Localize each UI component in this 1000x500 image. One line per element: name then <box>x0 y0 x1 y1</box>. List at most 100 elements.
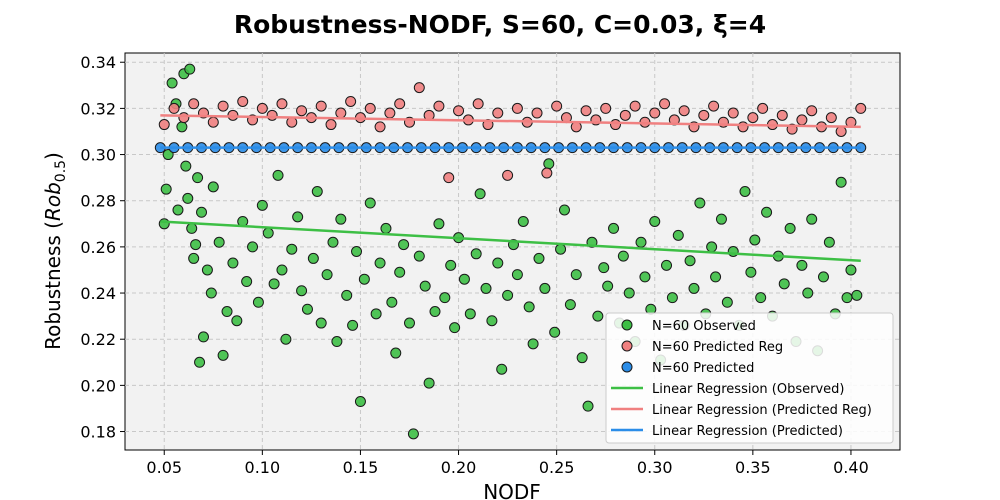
scatter-points <box>154 63 867 440</box>
data-point <box>194 356 206 368</box>
data-point <box>453 105 465 117</box>
data-point <box>413 82 425 94</box>
data-point <box>706 241 718 253</box>
data-point <box>207 181 219 193</box>
data-point <box>276 98 288 110</box>
data-point <box>761 206 773 218</box>
data-point <box>449 322 461 334</box>
data-point <box>217 349 229 361</box>
data-point <box>558 204 570 216</box>
regression-line <box>160 220 861 262</box>
data-point <box>715 213 727 225</box>
data-point <box>623 287 635 299</box>
data-point <box>629 100 641 112</box>
data-point <box>823 236 835 248</box>
regression-lines <box>160 114 861 262</box>
data-point <box>796 259 808 271</box>
data-point <box>708 100 720 112</box>
data-point <box>307 252 319 264</box>
data-point <box>160 183 172 195</box>
data-point <box>394 98 406 110</box>
data-point <box>502 289 514 301</box>
data-point <box>598 262 610 274</box>
data-point <box>580 105 592 117</box>
data-point <box>429 306 441 318</box>
regression-line <box>160 114 861 129</box>
data-point <box>390 347 402 359</box>
legend-label: Linear Regression (Observed) <box>652 382 844 397</box>
legend: N=60 Observed N=60 Predicted Reg N=60 Pred… <box>605 312 894 444</box>
y-tick-label: 0.26 <box>80 238 116 257</box>
data-point <box>555 243 567 255</box>
x-tick-label: 0.15 <box>343 458 379 477</box>
y-tick-label: 0.18 <box>80 423 116 442</box>
y-tick-label: 0.30 <box>80 146 116 165</box>
data-point <box>517 215 529 227</box>
legend-box <box>605 312 894 444</box>
data-point <box>778 278 790 290</box>
data-point <box>186 222 198 234</box>
data-point <box>374 121 386 133</box>
legend-label: N=60 Observed <box>652 319 756 334</box>
data-point <box>364 102 376 114</box>
data-point <box>784 222 796 234</box>
data-point <box>543 158 555 170</box>
data-point <box>217 100 229 112</box>
data-point <box>825 112 837 124</box>
x-tick-label: 0.20 <box>441 458 477 477</box>
data-point <box>694 197 706 209</box>
legend-marker <box>621 340 633 352</box>
data-point <box>351 246 363 257</box>
x-axis-label: NODF <box>483 480 541 500</box>
data-point <box>672 229 684 241</box>
x-tick-label: 0.40 <box>833 458 869 477</box>
data-point <box>231 315 243 327</box>
data-point <box>458 273 470 285</box>
y-axis-label: Robustness (Rob0.5) <box>41 152 69 350</box>
data-point <box>407 428 419 440</box>
data-point <box>608 222 620 234</box>
data-point <box>749 234 761 246</box>
data-point <box>570 269 582 281</box>
data-point <box>188 252 200 264</box>
data-point <box>480 282 492 294</box>
data-point <box>698 109 710 121</box>
data-point <box>331 336 343 348</box>
chart-title: Robustness-NODF, S=60, C=0.03, ξ=4 <box>234 10 766 39</box>
data-point <box>172 204 184 216</box>
data-point <box>358 273 370 285</box>
y-tick-label: 0.20 <box>80 376 116 395</box>
data-point <box>201 264 213 276</box>
legend-label: N=60 Predicted Reg <box>652 340 783 355</box>
data-point <box>851 289 863 301</box>
data-point <box>817 271 829 283</box>
data-point <box>178 112 190 124</box>
data-point <box>776 109 788 121</box>
data-point <box>806 105 818 117</box>
data-point <box>443 172 455 184</box>
data-point <box>158 119 170 131</box>
data-point <box>635 236 647 248</box>
data-point <box>472 98 484 110</box>
data-point <box>649 215 661 227</box>
data-point <box>184 63 196 75</box>
data-point <box>492 107 504 119</box>
data-point <box>262 227 274 239</box>
legend-marker <box>621 361 633 373</box>
data-point <box>252 296 264 308</box>
data-point <box>268 278 280 290</box>
y-tick-label: 0.22 <box>80 330 116 349</box>
data-point <box>315 317 327 329</box>
x-tick-label: 0.10 <box>245 458 281 477</box>
data-point <box>292 211 304 223</box>
data-point <box>247 241 259 253</box>
data-point <box>162 149 174 161</box>
data-point <box>845 264 857 276</box>
data-point <box>619 109 631 121</box>
data-point <box>470 248 482 260</box>
data-point <box>370 308 382 320</box>
data-point <box>413 250 425 262</box>
data-point <box>213 236 225 248</box>
data-point <box>684 255 696 267</box>
